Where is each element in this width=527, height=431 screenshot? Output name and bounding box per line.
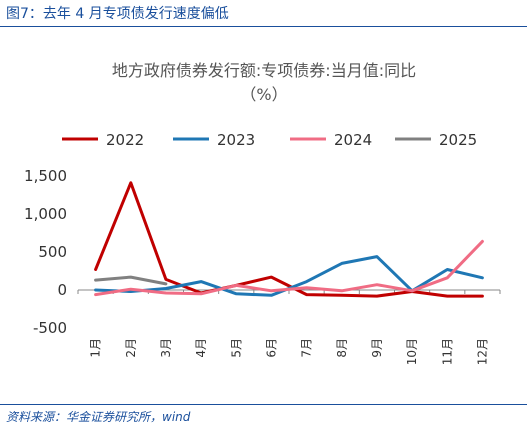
y-tick-label: 0 [57, 281, 67, 299]
y-tick-label: -500 [33, 319, 67, 337]
series-line-2025 [94, 275, 168, 286]
y-axis: 1,500 1,000 500 0 -500 [24, 167, 67, 337]
x-tick-label: 12月 [475, 338, 489, 365]
source-note: 资料来源：华金证券研究所，wind [6, 410, 191, 424]
x-tick-label: 7月 [300, 338, 314, 358]
chart-title-line2: （%） [240, 85, 287, 104]
x-tick-label: 9月 [370, 338, 384, 358]
legend: 2022 2023 2024 2025 [62, 131, 477, 149]
y-tick-label: 500 [38, 243, 67, 261]
legend-label-2022: 2022 [106, 131, 144, 149]
x-tick-label: 6月 [264, 338, 278, 358]
legend-label-2025: 2025 [439, 131, 477, 149]
x-tick-label: 10月 [405, 338, 419, 365]
series-line-2024 [94, 239, 484, 297]
x-axis: 1月 2月 3月 4月 5月 6月 7月 8月 9月 10月 11月 12月 [77, 289, 501, 365]
x-tick-label: 5月 [229, 338, 243, 358]
x-tick-label: 8月 [335, 338, 349, 358]
legend-label-2024: 2024 [334, 131, 372, 149]
series-lines [94, 181, 484, 298]
bottom-rule [0, 404, 527, 405]
legend-label-2023: 2023 [217, 131, 255, 149]
x-tick-label: 1月 [89, 338, 103, 358]
y-tick-label: 1,500 [24, 167, 67, 185]
series-line-2022 [94, 181, 484, 298]
x-tick-label: 3月 [159, 338, 173, 358]
top-rule [0, 26, 527, 27]
x-tick-label: 4月 [194, 338, 208, 358]
x-tick-label: 11月 [440, 338, 454, 365]
y-tick-label: 1,000 [24, 205, 67, 223]
figure-title: 图7：去年 4 月专项债发行速度偏低 [6, 6, 229, 22]
chart-title-line1: 地方政府债券发行额:专项债券:当月值:同比 [112, 61, 416, 80]
x-tick-label: 2月 [124, 338, 138, 358]
